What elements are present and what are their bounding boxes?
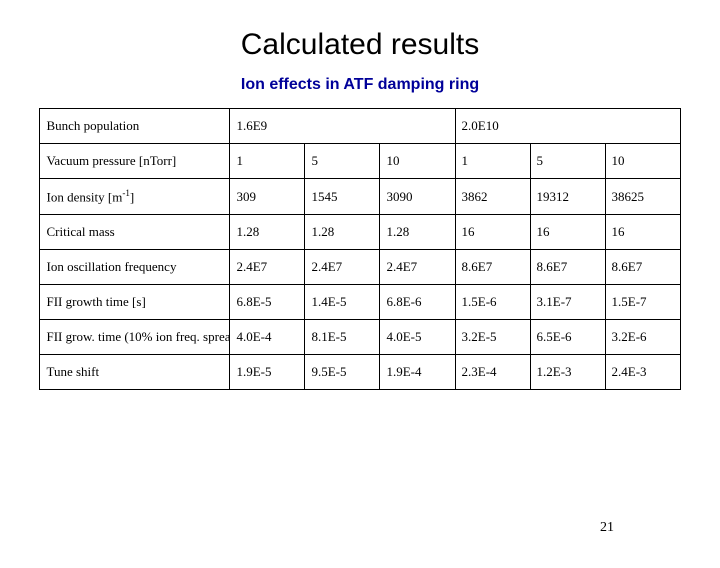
data-cell: 2.4E-3 xyxy=(605,355,680,390)
row-label: FII growth time [s] xyxy=(40,285,230,320)
data-cell: 1.5E-7 xyxy=(605,285,680,320)
data-cell: 16 xyxy=(530,215,605,250)
data-cell: 309 xyxy=(230,179,305,215)
data-cell: 6.5E-6 xyxy=(530,320,605,355)
data-cell: 4.0E-5 xyxy=(380,320,455,355)
data-cell: 3.2E-6 xyxy=(605,320,680,355)
data-cell: 6.8E-5 xyxy=(230,285,305,320)
data-cell: 4.0E-4 xyxy=(230,320,305,355)
data-cell: 8.6E7 xyxy=(455,250,530,285)
data-cell: 1.2E-3 xyxy=(530,355,605,390)
data-cell: 2.3E-4 xyxy=(455,355,530,390)
data-cell: 1.9E-5 xyxy=(230,355,305,390)
table-row: Critical mass1.281.281.28161616 xyxy=(40,215,680,250)
data-cell: 3862 xyxy=(455,179,530,215)
table-row: Tune shift1.9E-59.5E-51.9E-42.3E-41.2E-3… xyxy=(40,355,680,390)
data-cell: 1545 xyxy=(305,179,380,215)
row-label: Ion density [m-1] xyxy=(40,179,230,215)
header-cell: 1.6E9 xyxy=(230,109,455,144)
data-cell: 8.6E7 xyxy=(605,250,680,285)
data-cell: 8.1E-5 xyxy=(305,320,380,355)
row-label: Tune shift xyxy=(40,355,230,390)
data-cell: 16 xyxy=(455,215,530,250)
row-label: Vacuum pressure [nTorr] xyxy=(40,144,230,179)
data-cell: 2.4E7 xyxy=(380,250,455,285)
data-cell: 3.1E-7 xyxy=(530,285,605,320)
data-cell: 38625 xyxy=(605,179,680,215)
data-cell: 5 xyxy=(305,144,380,179)
row-label: Ion oscillation frequency xyxy=(40,250,230,285)
data-cell: 2.4E7 xyxy=(230,250,305,285)
table-row: Vacuum pressure [nTorr]15101510 xyxy=(40,144,680,179)
header-cell: 2.0E10 xyxy=(455,109,680,144)
data-cell: 1.28 xyxy=(230,215,305,250)
data-cell: 8.6E7 xyxy=(530,250,605,285)
page-number: 21 xyxy=(600,520,614,536)
data-cell: 10 xyxy=(380,144,455,179)
row-label: Bunch population xyxy=(40,109,230,144)
data-cell: 5 xyxy=(530,144,605,179)
data-cell: 1 xyxy=(230,144,305,179)
row-label: FII grow. time (10% ion freq. spread) [s… xyxy=(40,320,230,355)
page-title: Calculated results xyxy=(0,28,720,62)
results-table: Bunch population1.6E92.0E10Vacuum pressu… xyxy=(39,108,680,390)
data-cell: 1 xyxy=(455,144,530,179)
data-cell: 2.4E7 xyxy=(305,250,380,285)
data-cell: 3.2E-5 xyxy=(455,320,530,355)
data-cell: 6.8E-6 xyxy=(380,285,455,320)
table-row: Ion oscillation frequency2.4E72.4E72.4E7… xyxy=(40,250,680,285)
data-cell: 1.4E-5 xyxy=(305,285,380,320)
data-cell: 19312 xyxy=(530,179,605,215)
data-cell: 1.28 xyxy=(305,215,380,250)
table-row: FII growth time [s]6.8E-51.4E-56.8E-61.5… xyxy=(40,285,680,320)
data-cell: 1.28 xyxy=(380,215,455,250)
data-cell: 10 xyxy=(605,144,680,179)
data-cell: 9.5E-5 xyxy=(305,355,380,390)
data-cell: 1.5E-6 xyxy=(455,285,530,320)
table-row: FII grow. time (10% ion freq. spread) [s… xyxy=(40,320,680,355)
row-label: Critical mass xyxy=(40,215,230,250)
data-cell: 1.9E-4 xyxy=(380,355,455,390)
data-cell: 16 xyxy=(605,215,680,250)
data-cell: 3090 xyxy=(380,179,455,215)
table-row: Ion density [m-1]30915453090386219312386… xyxy=(40,179,680,215)
table-row: Bunch population1.6E92.0E10 xyxy=(40,109,680,144)
subtitle: Ion effects in ATF damping ring xyxy=(0,76,720,94)
